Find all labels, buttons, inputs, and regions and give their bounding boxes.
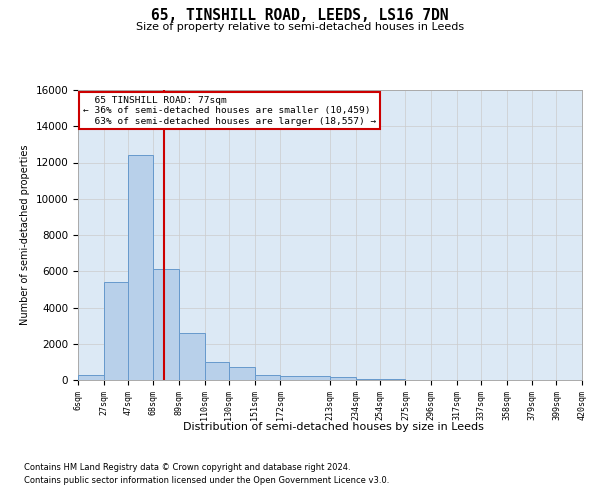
Text: Size of property relative to semi-detached houses in Leeds: Size of property relative to semi-detach… [136,22,464,32]
Bar [205,362,229,380]
Y-axis label: Number of semi-detached properties: Number of semi-detached properties [20,145,30,325]
Bar [154,270,179,380]
Text: Distribution of semi-detached houses by size in Leeds: Distribution of semi-detached houses by … [182,422,484,432]
Bar [179,333,205,380]
Bar [330,378,356,380]
Bar [128,155,154,380]
Bar [280,376,330,380]
Bar [104,282,128,380]
Bar [229,368,254,380]
Text: Contains public sector information licensed under the Open Government Licence v3: Contains public sector information licen… [24,476,389,485]
Bar [78,374,104,380]
Text: 65 TINSHILL ROAD: 77sqm
← 36% of semi-detached houses are smaller (10,459)
  63%: 65 TINSHILL ROAD: 77sqm ← 36% of semi-de… [83,96,376,126]
Bar [254,374,280,380]
Bar [380,379,406,380]
Text: 65, TINSHILL ROAD, LEEDS, LS16 7DN: 65, TINSHILL ROAD, LEEDS, LS16 7DN [151,8,449,22]
Text: Contains HM Land Registry data © Crown copyright and database right 2024.: Contains HM Land Registry data © Crown c… [24,464,350,472]
Bar [356,379,380,380]
